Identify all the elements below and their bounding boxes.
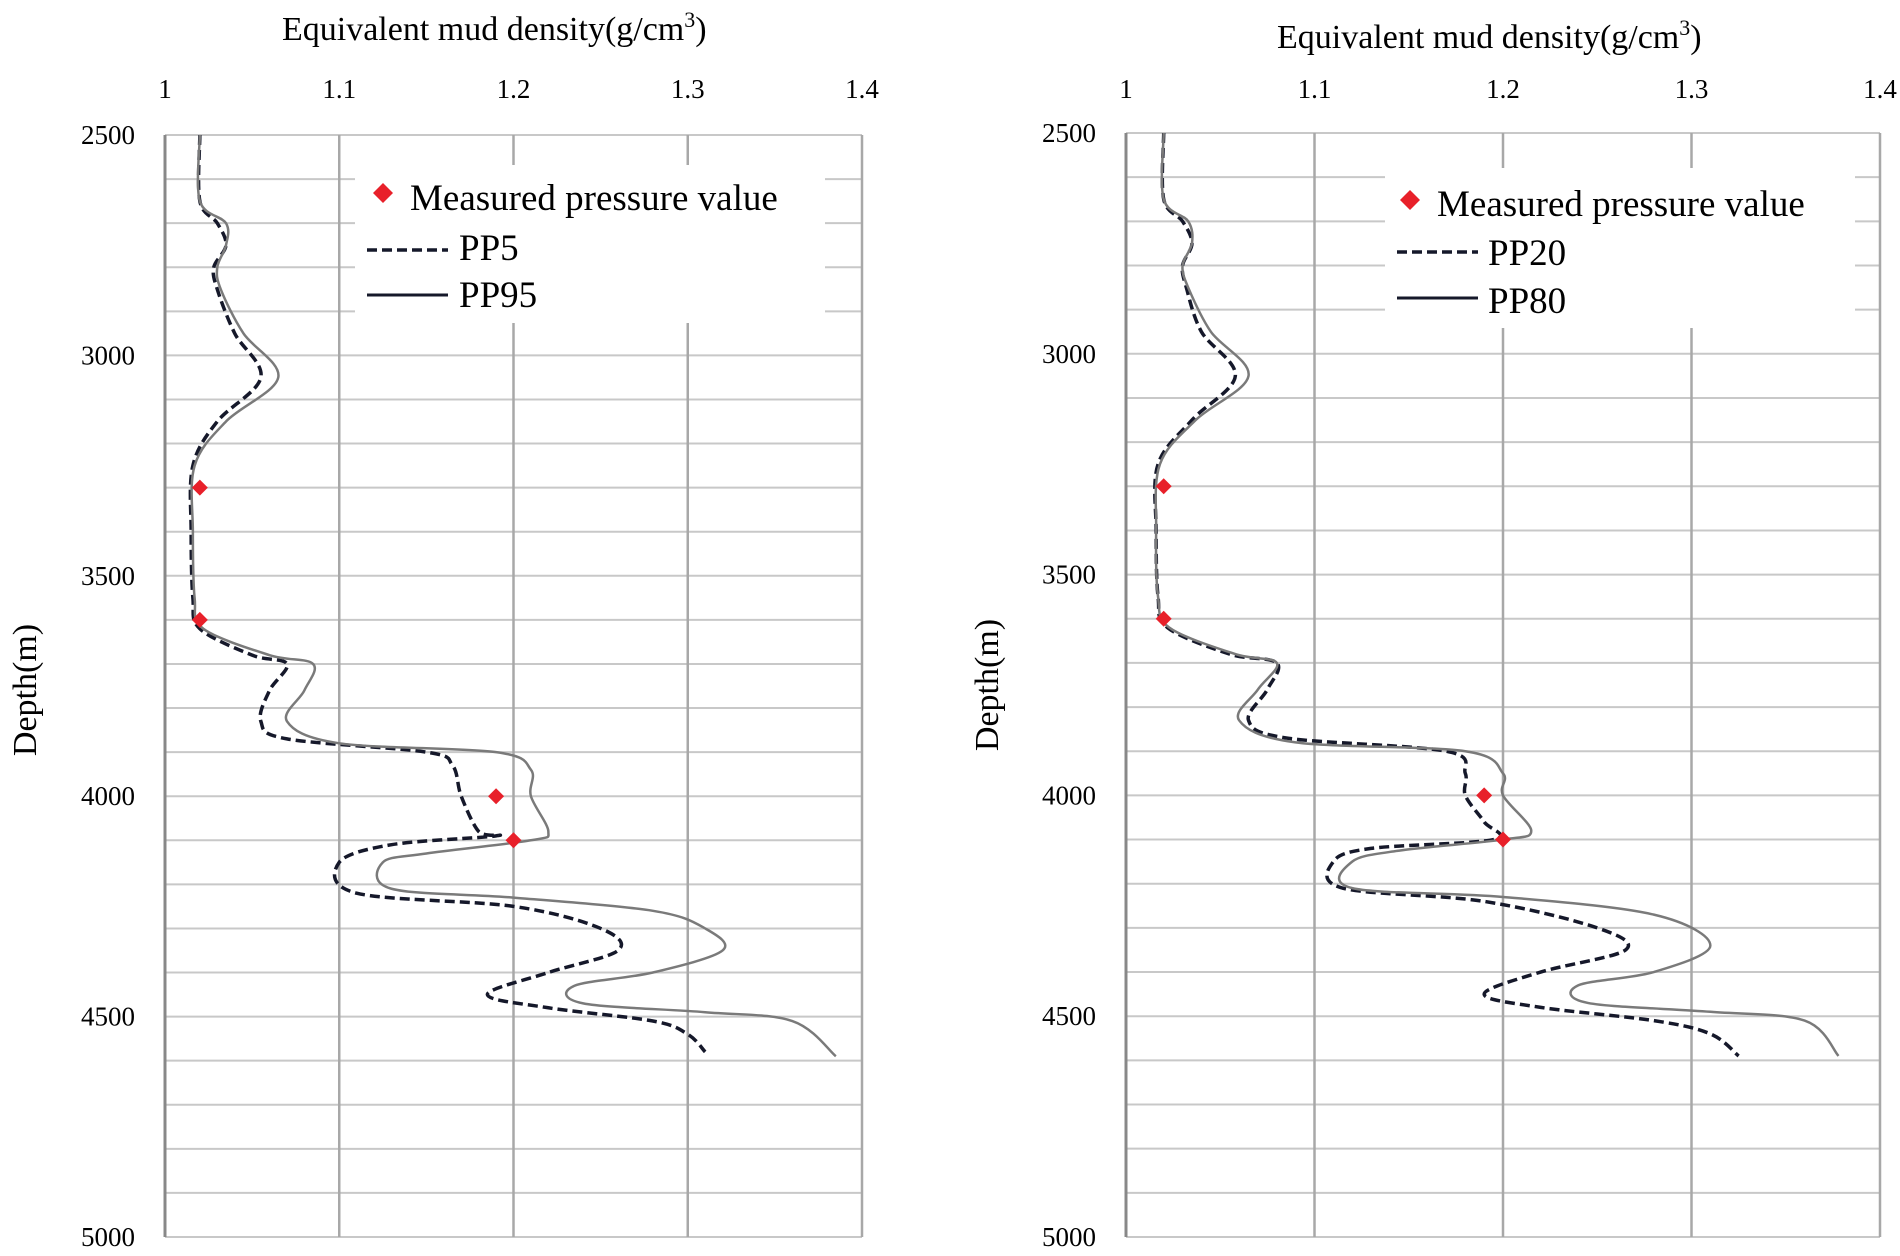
x-tick-labels: 1 1.1 1.2 1.3 1.4 [1119, 74, 1897, 104]
series-line-pp5 [188, 134, 707, 1054]
y-tick-label: 2500 [1042, 118, 1096, 148]
legend-box [1385, 168, 1855, 328]
measured-point [488, 788, 505, 805]
x-tick-label: 1 [158, 74, 172, 104]
legend-marker-diamond [1400, 190, 1420, 210]
x-tick-label: 1.4 [845, 74, 879, 104]
legend-label-measured: Measured pressure value [410, 178, 778, 219]
x-axis-title: Equivalent mud density(g/cm3) [1277, 15, 1702, 56]
y-tick-label: 3000 [81, 340, 135, 370]
measured-point [191, 479, 208, 496]
y-tick-labels: 2500 3000 3500 4000 4500 5000 [81, 120, 135, 1252]
measured-markers [1155, 478, 1511, 848]
x-tick-label: 1.3 [671, 74, 705, 104]
x-tick-label: 1 [1119, 74, 1133, 104]
y-tick-label: 4000 [1042, 780, 1096, 810]
y-tick-label: 3500 [81, 561, 135, 591]
y-axis-title: Depth(m) [969, 619, 1006, 751]
x-tick-label: 1.3 [1675, 74, 1709, 104]
measured-point [1155, 610, 1172, 627]
y-tick-label: 4500 [81, 1002, 135, 1032]
legend-label-pp20: PP20 [1488, 233, 1566, 274]
x-tick-label: 1.1 [1298, 74, 1332, 104]
series-line-pp20 [1153, 132, 1740, 1058]
x-tick-label: 1.4 [1863, 74, 1897, 104]
series-line-pp95 [190, 134, 837, 1058]
measured-point [1495, 831, 1511, 848]
measured-point [505, 832, 522, 849]
measured-point [191, 611, 208, 628]
series-layer [188, 134, 837, 1058]
legend-label-pp5: PP5 [459, 228, 519, 269]
legend-label-measured: Measured pressure value [1437, 184, 1805, 225]
x-tick-label: 1.2 [1486, 74, 1520, 104]
left-chart: 1 1.1 1.2 1.3 1.4 2500 3000 3500 4000 45… [7, 7, 879, 1252]
y-tick-label: 3000 [1042, 339, 1096, 369]
y-tick-label: 4500 [1042, 1001, 1096, 1031]
y-tick-label: 4000 [81, 781, 135, 811]
y-tick-label: 5000 [81, 1222, 135, 1252]
legend-label-pp80: PP80 [1488, 281, 1566, 322]
legend-box [355, 165, 825, 323]
y-tick-label: 5000 [1042, 1222, 1096, 1252]
x-tick-labels: 1 1.1 1.2 1.3 1.4 [158, 74, 879, 104]
x-tick-label: 1.2 [497, 74, 531, 104]
x-tick-label: 1.1 [322, 74, 356, 104]
y-axis-title: Depth(m) [7, 624, 44, 756]
legend: Measured pressure value PP20 PP80 [1385, 168, 1855, 328]
legend: Measured pressure value PP5 PP95 [355, 165, 825, 323]
y-tick-label: 2500 [81, 120, 135, 150]
legend-marker-diamond [373, 183, 393, 203]
y-tick-labels: 2500 3000 3500 4000 4500 5000 [1042, 118, 1096, 1252]
measured-point [1476, 787, 1493, 804]
measured-point [1155, 478, 1172, 495]
series-layer [1153, 132, 1840, 1058]
measured-markers [191, 479, 522, 849]
right-chart: 1 1.1 1.2 1.3 1.4 2500 3000 3500 4000 45… [969, 15, 1897, 1252]
x-axis-title: Equivalent mud density(g/cm3) [282, 7, 707, 48]
legend-label-pp95: PP95 [459, 275, 537, 316]
series-line-pp80 [1154, 132, 1840, 1057]
y-tick-label: 3500 [1042, 560, 1096, 590]
